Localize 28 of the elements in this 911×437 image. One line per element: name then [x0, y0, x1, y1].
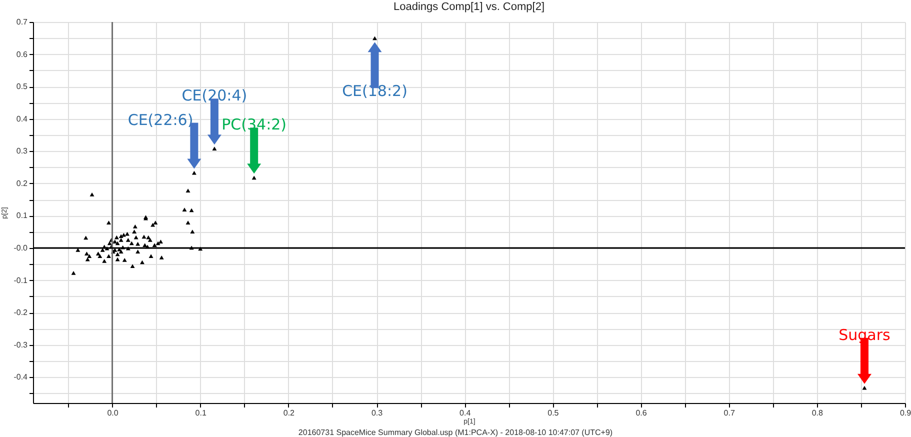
x-tick-label: 0.4 — [460, 408, 472, 418]
text: 20160731 SpaceMice Summary Global.usp (M1:PCA-X) - 2018-08-10 10:47:07 (UTC+9) — [297, 428, 614, 437]
x-tick-label: 0.1 — [195, 408, 207, 418]
y-tick-label: -0.3 — [14, 340, 28, 350]
y-tick-label: 0.6 — [16, 50, 28, 59]
annotation: PC(34:2) — [222, 116, 287, 134]
y-tick-label: 0.5 — [16, 82, 28, 92]
x-tick-label: 0.3 — [371, 408, 384, 418]
annotation: CE(22:6) — [128, 110, 194, 129]
y-tick-label: -0.1 — [14, 276, 28, 285]
y-tick-label: 0.7 — [16, 18, 28, 26]
y-tick-label: 0.2 — [16, 178, 28, 188]
y-tick-label: -0.0 — [14, 244, 28, 253]
x-tick-label: 0.7 — [724, 408, 736, 418]
y-tick-label: 0.3 — [16, 146, 28, 156]
y-tick-label: -0.4 — [14, 372, 28, 382]
chart-title: Loadings Comp[1] vs. Comp[2] — [393, 1, 545, 13]
x-tick-label: 0.6 — [636, 408, 648, 418]
y-tick-label: 0.4 — [16, 114, 28, 124]
x-tick-label: 0.9 — [900, 408, 911, 418]
x-tick-label: 0.0 — [107, 408, 119, 418]
x-tick-label: 0.5 — [548, 408, 560, 418]
x-tick-label: 0.2 — [283, 408, 296, 418]
annotation: CE(20:4) — [182, 86, 248, 105]
y-tick-label: 0.1 — [16, 211, 28, 220]
x-tick-label: 0.8 — [812, 408, 824, 418]
y-tick-label: -0.2 — [14, 308, 28, 318]
annotation: CE(18:2) — [342, 82, 408, 100]
